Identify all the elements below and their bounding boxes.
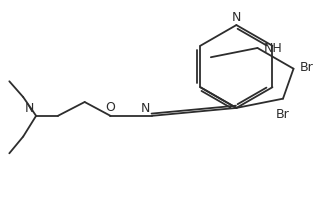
Text: N: N <box>232 11 241 24</box>
Text: NH: NH <box>264 42 283 55</box>
Text: N: N <box>141 101 151 114</box>
Text: N: N <box>25 101 34 114</box>
Text: Br: Br <box>276 107 290 120</box>
Text: O: O <box>106 101 115 114</box>
Text: Br: Br <box>300 61 314 74</box>
